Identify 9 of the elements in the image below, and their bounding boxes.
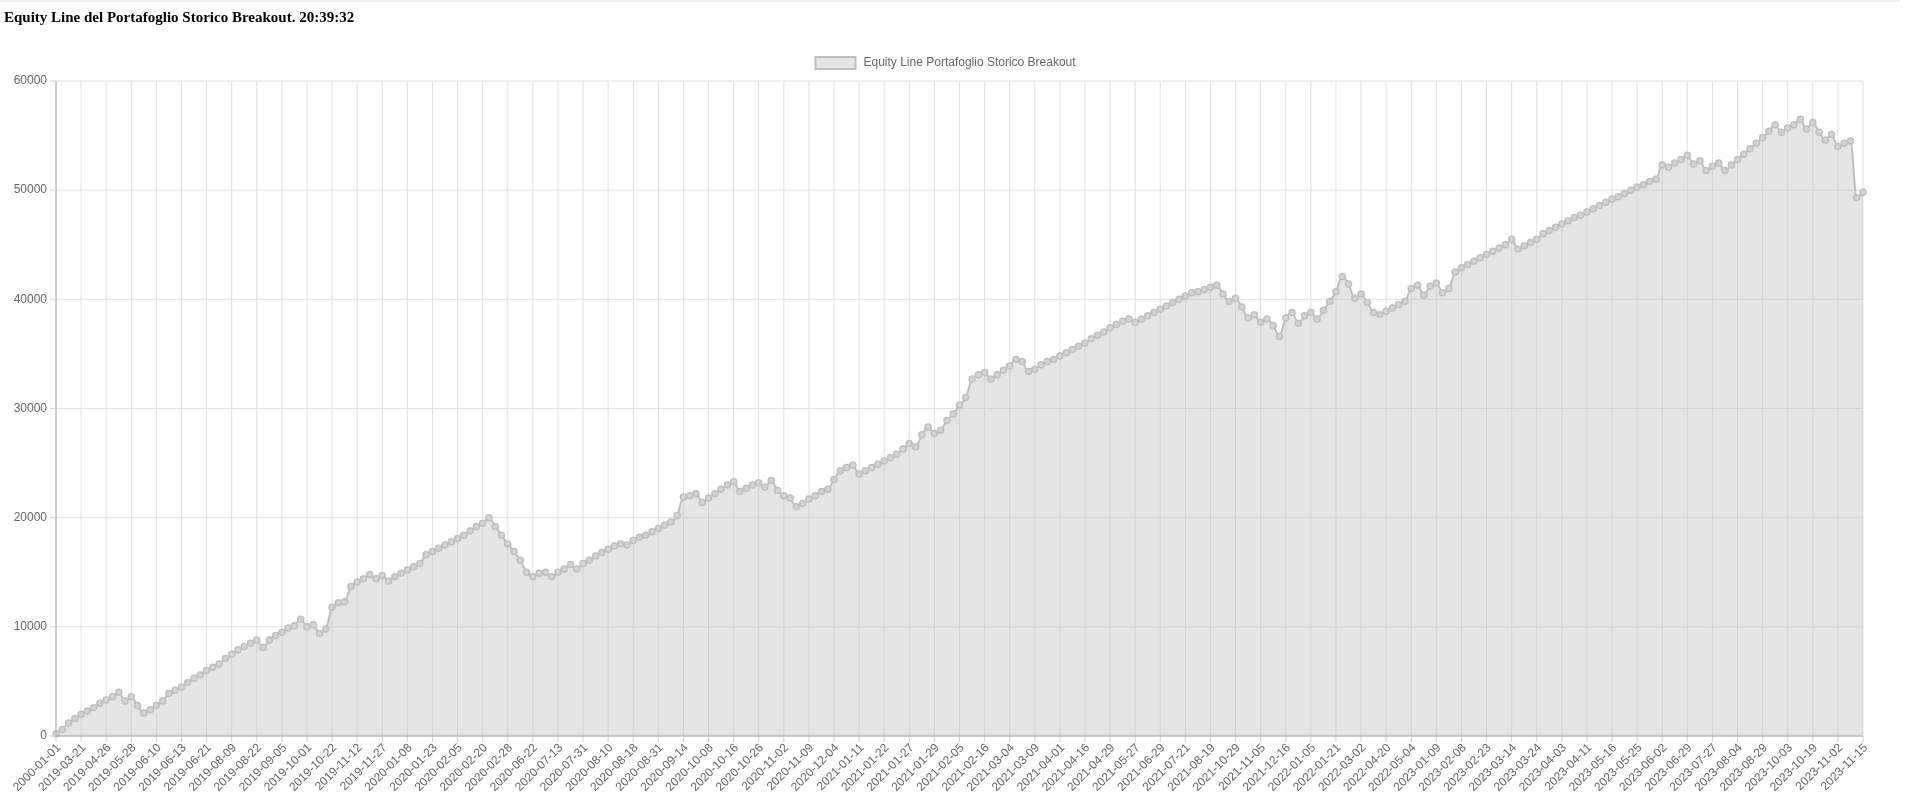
y-tick-label: 10000 (13, 619, 48, 634)
y-tick-label: 20000 (13, 509, 48, 524)
legend-label: Equity Line Portafoglio Storico Breakout (863, 55, 1077, 70)
y-tick-label: 60000 (13, 73, 48, 88)
y-tick-label: 0 (40, 728, 48, 743)
y-tick-label: 30000 (13, 400, 48, 415)
y-tick-label: 50000 (13, 182, 48, 197)
y-tick-label: 40000 (13, 291, 48, 306)
chart-title: Equity Line del Portafoglio Storico Breakout. 20:39:32 (4, 9, 355, 25)
